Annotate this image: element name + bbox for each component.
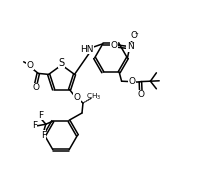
Text: HN: HN — [80, 45, 94, 54]
Text: O: O — [110, 42, 118, 51]
Text: S: S — [59, 58, 65, 68]
Text: F: F — [41, 131, 46, 140]
Text: O: O — [32, 83, 39, 92]
Text: O: O — [130, 32, 138, 41]
Text: $^-$: $^-$ — [134, 32, 140, 36]
Text: F: F — [38, 111, 43, 120]
Text: $^+$: $^+$ — [129, 42, 136, 46]
Text: F: F — [32, 121, 37, 130]
Text: N: N — [127, 42, 133, 51]
Text: CH$_3$: CH$_3$ — [86, 92, 101, 102]
Text: O: O — [73, 93, 80, 102]
Text: O: O — [27, 61, 34, 70]
Text: O: O — [137, 90, 144, 99]
Text: O: O — [129, 77, 136, 86]
